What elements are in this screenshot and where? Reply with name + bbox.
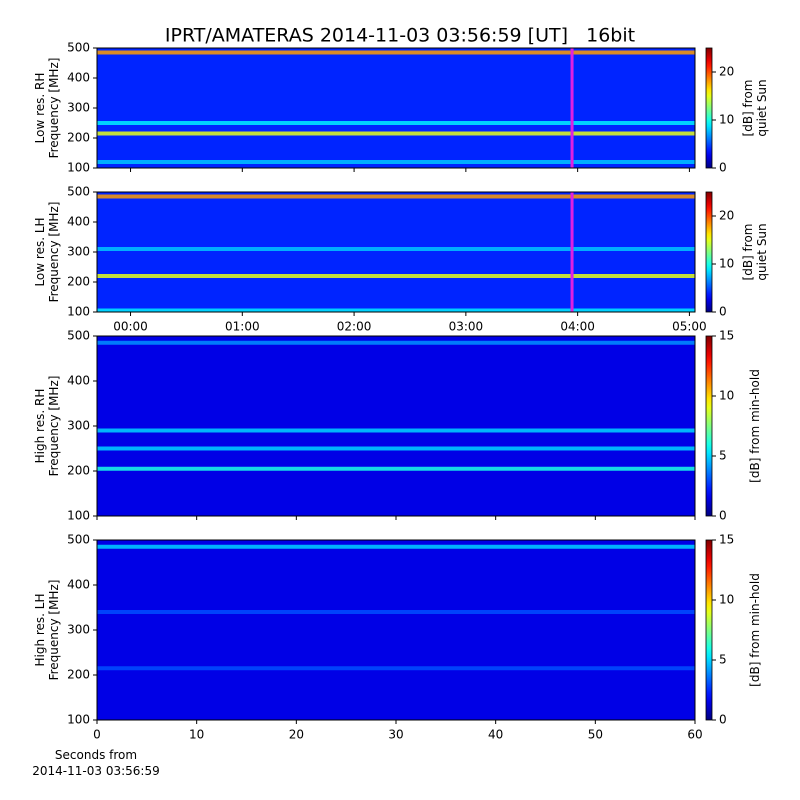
colorbar-tick-label: 10 (719, 389, 734, 403)
x-tick-label: 0 (93, 728, 101, 742)
colorbar-label-line: quiet Sun (755, 79, 769, 136)
heatmap-background (97, 336, 695, 516)
x-tick-label: 10 (189, 728, 204, 742)
y-tick-label: 300 (67, 245, 90, 259)
emission-band (97, 666, 695, 671)
emission-band (97, 466, 695, 471)
emission-band (97, 160, 695, 164)
colorbar-label: [dB] fromquiet Sun (741, 79, 769, 136)
y-tick-label: 100 (67, 161, 90, 175)
y-axis-label-line: High res. RH (33, 389, 47, 464)
y-tick-label: 100 (67, 509, 90, 523)
y-tick-label: 300 (67, 623, 90, 637)
y-axis-label: Low res. RHFrequency [MHz] (33, 58, 61, 159)
y-tick-label: 300 (67, 419, 90, 433)
y-tick-label: 400 (67, 71, 90, 85)
emission-band (97, 247, 695, 251)
colorbar-label-line: [dB] from min-hold (748, 369, 762, 483)
x-tick-label: 04:00 (560, 320, 595, 334)
colorbar-tick-label: 15 (719, 533, 734, 547)
y-tick-label: 500 (67, 329, 90, 343)
colorbar-tick-label: 20 (719, 65, 734, 79)
y-tick-label: 200 (67, 131, 90, 145)
x-tick-label: 03:00 (449, 320, 484, 334)
emission-band (97, 121, 695, 125)
colorbar-tick-label: 5 (719, 653, 727, 667)
chart-title: IPRT/AMATERAS 2014-11-03 03:56:59 [UT] 1… (165, 25, 635, 47)
emission-band (97, 428, 695, 433)
colorbar-label-line: [dB] from (741, 224, 755, 281)
x-tick-label: 30 (388, 728, 403, 742)
y-axis-label-line: Frequency [MHz] (47, 202, 61, 303)
y-tick-label: 500 (67, 41, 90, 55)
y-axis-label-line: Low res. LH (33, 217, 47, 286)
colorbar-tick-label: 0 (719, 509, 727, 523)
emission-band (97, 340, 695, 345)
y-tick-label: 400 (67, 215, 90, 229)
colorbar-label-line: [dB] from (741, 80, 755, 137)
colorbar-tick-label: 5 (719, 449, 727, 463)
colorbar (705, 47, 713, 169)
y-tick-label: 400 (67, 374, 90, 388)
emission-band (97, 544, 695, 549)
colorbar (705, 539, 713, 721)
y-tick-label: 200 (67, 668, 90, 682)
y-tick-label: 400 (67, 578, 90, 592)
y-tick-label: 500 (67, 533, 90, 547)
colorbar (705, 335, 713, 517)
y-axis-label-line: Frequency [MHz] (47, 58, 61, 159)
colorbar-label: [dB] from min-hold (748, 369, 762, 483)
y-axis-label-line: High res. LH (33, 593, 47, 666)
colorbar-tick-label: 0 (719, 305, 727, 319)
emission-band (97, 274, 695, 278)
y-tick-label: 100 (67, 713, 90, 727)
emission-band (97, 131, 695, 136)
x-tick-label: 60 (687, 728, 702, 742)
emission-band (97, 308, 695, 313)
colorbar-label-line: [dB] from min-hold (748, 573, 762, 687)
emission-band (97, 610, 695, 614)
y-tick-label: 200 (67, 464, 90, 478)
y-tick-label: 300 (67, 101, 90, 115)
colorbar (705, 191, 713, 313)
x-tick-label: 00:00 (113, 320, 148, 334)
y-axis-label-line: Frequency [MHz] (47, 376, 61, 477)
x-tick-label: 40 (488, 728, 503, 742)
x-tick-label: 20 (289, 728, 304, 742)
y-tick-label: 100 (67, 305, 90, 319)
colorbar-tick-label: 0 (719, 161, 727, 175)
y-axis-label-line: Low res. RH (33, 73, 47, 144)
heatmap-background (97, 540, 695, 720)
emission-band (97, 50, 695, 55)
heatmap-background (97, 192, 695, 312)
colorbar-tick-label: 10 (719, 593, 734, 607)
colorbar-tick-label: 15 (719, 329, 734, 343)
colorbar-tick-label: 10 (719, 257, 734, 271)
emission-band (97, 446, 695, 451)
colorbar-label: [dB] from min-hold (748, 573, 762, 687)
x-axis-label-line: 2014-11-03 03:56:59 (32, 764, 159, 778)
y-axis-label: Low res. LHFrequency [MHz] (33, 202, 61, 303)
colorbar-tick-label: 0 (719, 713, 727, 727)
colorbar-label: [dB] fromquiet Sun (741, 223, 769, 280)
colorbar-tick-label: 10 (719, 113, 734, 127)
y-tick-label: 200 (67, 275, 90, 289)
colorbar-tick-label: 20 (719, 209, 734, 223)
heatmap-background (97, 48, 695, 168)
x-tick-label: 02:00 (337, 320, 372, 334)
y-axis-label-line: Frequency [MHz] (47, 580, 61, 681)
x-tick-label: 50 (588, 728, 603, 742)
x-axis-label: Seconds from 2014-11-03 03:56:59 (32, 748, 159, 778)
x-axis-label-line: Seconds from (55, 748, 137, 762)
y-axis-label: High res. LHFrequency [MHz] (33, 580, 61, 681)
y-axis-label: High res. RHFrequency [MHz] (33, 376, 61, 477)
x-tick-label: 05:00 (672, 320, 707, 334)
emission-band (97, 194, 695, 199)
y-tick-label: 500 (67, 185, 90, 199)
colorbar-label-line: quiet Sun (755, 223, 769, 280)
x-tick-label: 01:00 (225, 320, 260, 334)
